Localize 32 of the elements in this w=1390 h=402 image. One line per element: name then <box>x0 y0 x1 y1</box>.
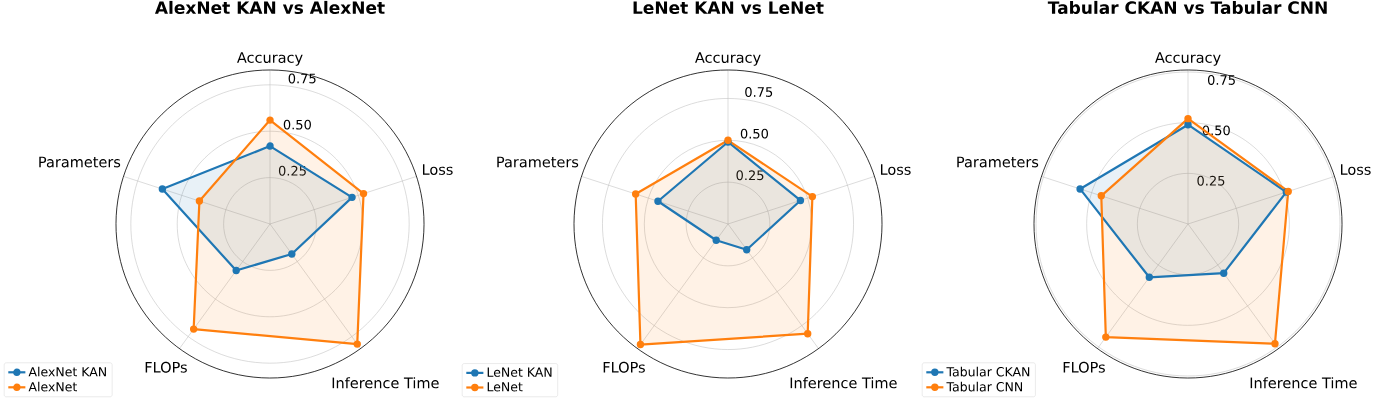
legend-label: Tabular CKAN <box>946 366 1030 377</box>
spoke-label: Inference Time <box>1250 377 1357 389</box>
spoke-label: Loss <box>1341 164 1371 175</box>
spoke-label: Accuracy <box>695 52 761 66</box>
spoke-label: FLOPs <box>1063 361 1105 373</box>
y-tick-label: 0.50 <box>740 128 769 139</box>
chart-title: Tabular CKAN vs Tabular CNN <box>1047 0 1327 15</box>
y-tick-label: 0.25 <box>1197 175 1225 186</box>
spoke-label: Loss <box>422 164 453 175</box>
spoke-label: Parameters <box>497 156 579 168</box>
legend-label: Tabular CNN <box>946 381 1023 392</box>
y-tick-label: 0.75 <box>288 73 316 84</box>
spoke-label: Inference Time <box>790 377 897 389</box>
chart-title: AlexNet KAN vs AlexNet <box>154 0 385 15</box>
spoke-label: Inference Time <box>332 377 439 389</box>
chart-title: LeNet KAN vs LeNet <box>633 1 824 15</box>
spoke-label: FLOPs <box>603 361 645 373</box>
legend-label: LeNet KAN <box>487 367 552 377</box>
spoke-label: FLOPs <box>145 361 187 373</box>
spoke-label: Accuracy <box>1155 52 1221 66</box>
legend-label: AlexNet <box>28 381 77 392</box>
y-tick-label: 0.25 <box>736 170 764 181</box>
y-tick-label: 0.75 <box>745 87 773 97</box>
legend-label: AlexNet KAN <box>28 366 106 377</box>
spoke-label: Accuracy <box>237 52 303 66</box>
spoke-label: Parameters <box>957 156 1039 168</box>
y-tick-label: 0.25 <box>278 165 306 176</box>
y-tick-label: 0.75 <box>1207 75 1235 85</box>
legend-label: LeNet <box>487 382 523 392</box>
spoke-label: Loss <box>880 164 911 175</box>
y-tick-label: 0.50 <box>283 119 311 130</box>
spoke-label: Parameters <box>39 156 121 168</box>
